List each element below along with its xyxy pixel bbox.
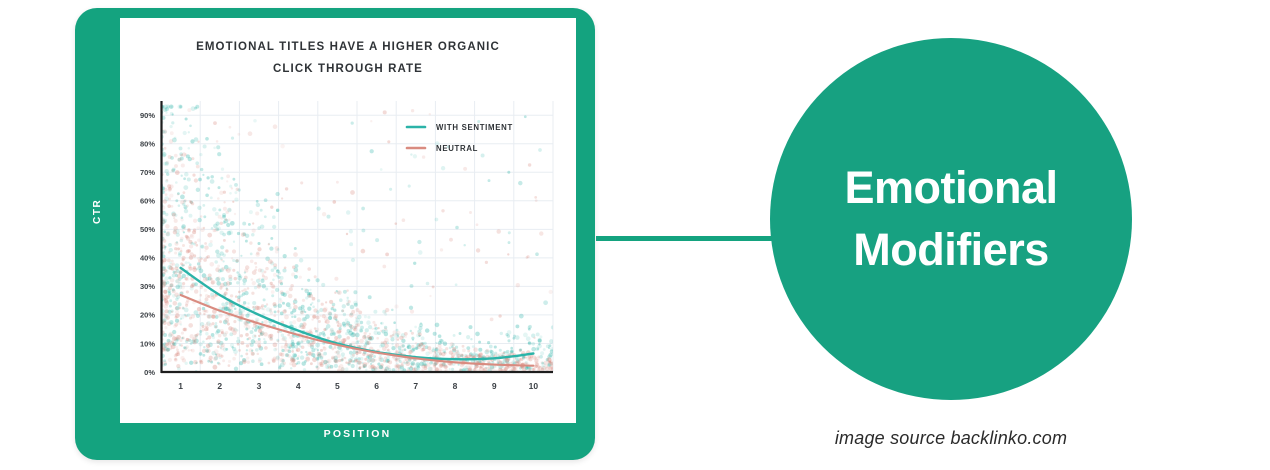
connector-line (596, 236, 782, 241)
emotional-modifiers-node: Emotional Modifiers (770, 38, 1132, 400)
x-tick-label: 2 (217, 381, 222, 391)
chart-legend: WITH SENTIMENT NEUTRAL (405, 123, 513, 153)
x-tick-label: 6 (374, 381, 379, 391)
y-tick-label: 90% (140, 111, 155, 120)
legend-label: NEUTRAL (436, 144, 478, 153)
legend-label: WITH SENTIMENT (436, 123, 513, 132)
x-tick-label: 9 (492, 381, 497, 391)
y-tick-label: 60% (140, 197, 155, 206)
y-axis-title: CTR (92, 198, 103, 225)
scatter-points (161, 104, 553, 373)
x-tick-labels: 1 2 3 4 5 6 7 8 9 10 (178, 381, 538, 391)
x-tick-label: 7 (413, 381, 418, 391)
y-tick-labels: 0% 10% 20% 30% 40% 50% 60% 70% 80% 90% (140, 111, 155, 377)
image-source-caption: image source backlinko.com (834, 428, 1068, 448)
x-tick-label: 1 (178, 381, 183, 391)
node-label-line-1: Emotional (844, 162, 1058, 213)
x-tick-label: 10 (529, 381, 539, 391)
grid-lines (160, 101, 554, 372)
x-tick-label: 3 (257, 381, 262, 391)
y-tick-label: 50% (140, 225, 155, 234)
node-label-line-2: Modifiers (853, 224, 1049, 275)
y-tick-label: 30% (140, 282, 155, 291)
y-tick-label: 40% (140, 254, 155, 263)
series-line-neutral (179, 293, 535, 367)
x-tick-label: 8 (453, 381, 458, 391)
y-tick-label: 20% (140, 311, 155, 320)
y-tick-label: 70% (140, 168, 155, 177)
x-tick-label: 4 (296, 381, 301, 391)
x-tick-label: 5 (335, 381, 340, 391)
y-tick-label: 10% (140, 339, 155, 348)
chart-title: EMOTIONAL TITLES HAVE A HIGHER ORGANIC C… (120, 36, 576, 80)
y-tick-label: 80% (140, 140, 155, 149)
chart-title-line-1: EMOTIONAL TITLES HAVE A HIGHER ORGANIC (196, 41, 500, 53)
y-tick-label: 0% (144, 368, 155, 377)
x-axis-title: POSITION (323, 427, 392, 440)
chart-title-line-2: CLICK THROUGH RATE (273, 63, 423, 75)
